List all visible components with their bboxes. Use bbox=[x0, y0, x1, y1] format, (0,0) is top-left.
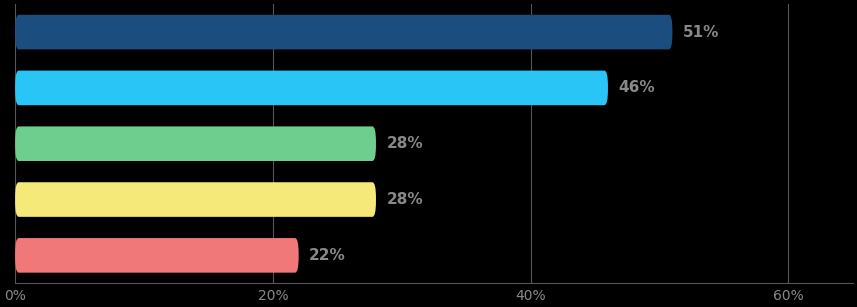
FancyBboxPatch shape bbox=[15, 15, 673, 49]
FancyBboxPatch shape bbox=[15, 238, 298, 273]
Text: 22%: 22% bbox=[309, 248, 345, 263]
FancyBboxPatch shape bbox=[15, 71, 608, 105]
Text: 46%: 46% bbox=[618, 80, 655, 95]
Text: 28%: 28% bbox=[387, 136, 423, 151]
FancyBboxPatch shape bbox=[15, 182, 376, 217]
FancyBboxPatch shape bbox=[15, 126, 376, 161]
Text: 51%: 51% bbox=[683, 25, 719, 40]
Text: 28%: 28% bbox=[387, 192, 423, 207]
